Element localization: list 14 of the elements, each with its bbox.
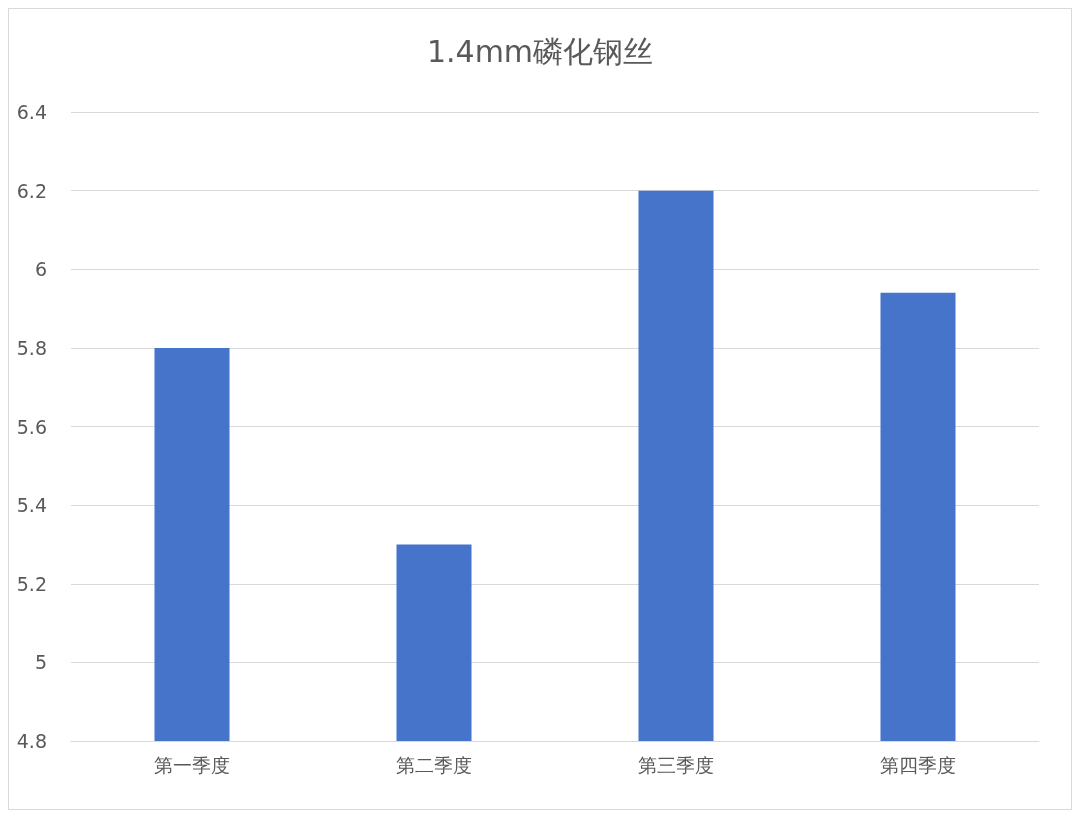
y-tick-label: 6.4 [16, 101, 47, 123]
x-tick-label: 第二季度 [396, 753, 472, 776]
y-tick-label: 6 [34, 258, 47, 281]
y-tick-label: 4.8 [16, 730, 47, 752]
x-tick-label: 第三季度 [638, 753, 714, 776]
chart-title: 1.4mm磷化钢丝 [426, 33, 654, 69]
x-tick-label: 第一季度 [154, 753, 230, 776]
y-tick-label: 5.4 [16, 494, 47, 517]
y-tick-label: 5 [34, 651, 47, 674]
x-tick-label: 第四季度 [880, 753, 956, 776]
y-tick-label: 5.8 [16, 336, 47, 359]
y-tick-label: 5.2 [16, 572, 47, 595]
y-tick-label: 5.6 [16, 415, 47, 438]
y-tick-label: 6.2 [16, 179, 47, 202]
